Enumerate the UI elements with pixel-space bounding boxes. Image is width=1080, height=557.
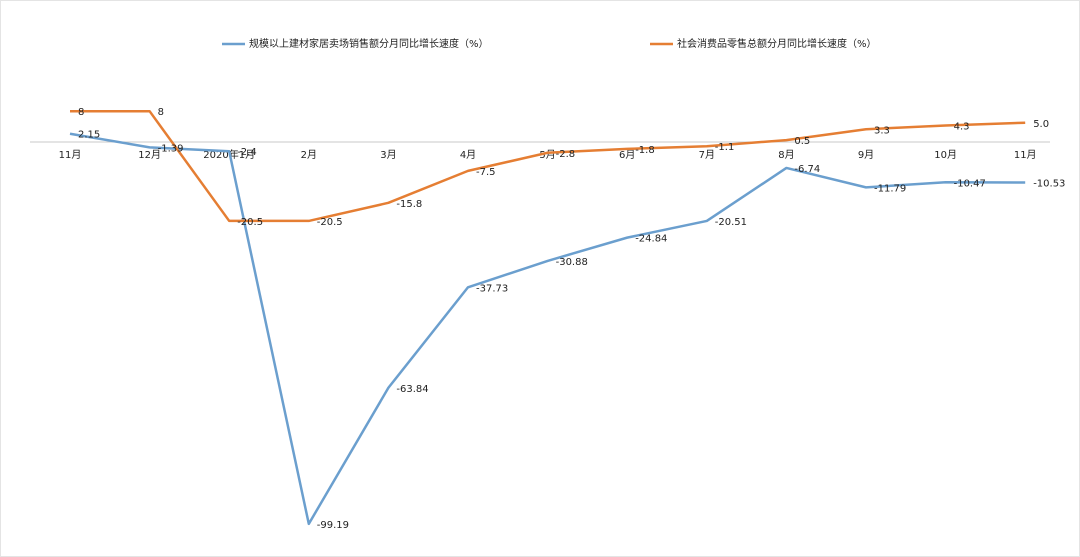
x-tick-label: 2月: [301, 149, 317, 161]
data-label: -99.19: [317, 520, 349, 531]
data-label: 8: [158, 107, 164, 118]
data-label: -6.74: [794, 164, 820, 175]
x-tick-label: 7月: [699, 149, 715, 161]
data-label: -2.4: [237, 147, 257, 158]
x-tick-label: 11月: [1014, 149, 1037, 161]
data-label: -10.47: [954, 178, 986, 189]
x-tick-label: 9月: [858, 149, 874, 161]
data-label: 0.5: [794, 136, 810, 147]
data-label: -11.79: [874, 183, 906, 194]
data-label: 5.0: [1033, 119, 1049, 130]
data-label: -20.5: [317, 217, 343, 228]
series-line: [69, 132, 1026, 526]
data-label: -2.8: [556, 149, 576, 160]
legend-label: 规模以上建材家居卖场销售额分月同比增长速度（%）: [249, 37, 489, 50]
data-label: -7.5: [476, 167, 496, 178]
data-label: -20.51: [715, 217, 747, 228]
x-tick-label: 8月: [778, 149, 794, 161]
x-tick-label: 12月: [138, 149, 161, 161]
data-label: -1.1: [715, 142, 735, 153]
data-label: -24.84: [635, 234, 667, 245]
legend-label: 社会消费品零售总额分月同比增长速度（%）: [677, 37, 877, 50]
data-label: -1.8: [635, 145, 655, 156]
data-label: 4.3: [954, 121, 970, 132]
data-label: 3.3: [874, 125, 890, 136]
series-line: [70, 109, 1026, 223]
data-label: -1.39: [158, 143, 184, 154]
x-tick-label: 3月: [380, 149, 396, 161]
data-label: -10.53: [1033, 179, 1065, 190]
data-label: 2.15: [78, 130, 100, 141]
data-label: 8: [78, 107, 84, 118]
data-label: -37.73: [476, 283, 508, 294]
data-label: -15.8: [396, 199, 422, 210]
x-tick-label: 4月: [460, 149, 476, 161]
data-label: -20.5: [237, 217, 263, 228]
x-tick-label: 11月: [59, 149, 82, 161]
x-tick-label: 6月: [619, 149, 635, 161]
data-label: -63.84: [396, 384, 428, 395]
x-tick-label: 10月: [934, 149, 957, 161]
data-label: -30.88: [556, 257, 588, 268]
